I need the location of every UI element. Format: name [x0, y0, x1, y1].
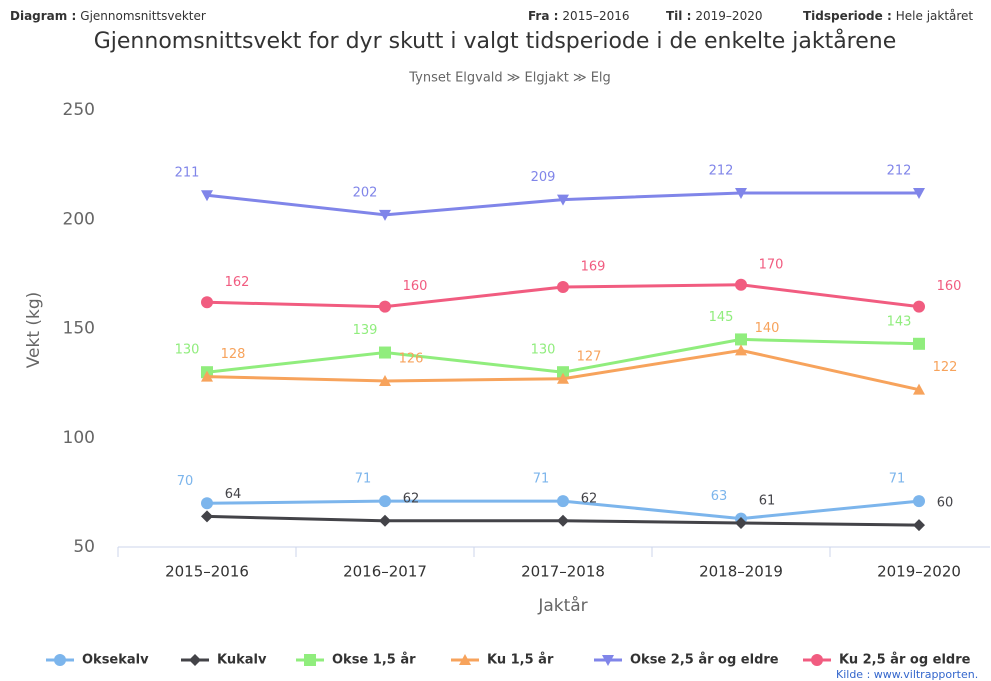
- marker: [379, 495, 391, 508]
- data-label: 71: [889, 472, 906, 487]
- data-label: 140: [755, 321, 780, 336]
- y-axis-label: Vekt (kg): [24, 292, 44, 369]
- data-label: 139: [353, 323, 378, 338]
- x-tick-label: 2015–2016: [165, 563, 249, 581]
- marker: [304, 654, 316, 666]
- marker: [379, 374, 391, 386]
- data-label: 61: [759, 493, 776, 508]
- chart-title: Gjennomsnittsvekt for dyr skutt i valgt …: [94, 28, 897, 54]
- y-tick-label: 250: [63, 100, 95, 120]
- data-label: 127: [577, 349, 602, 364]
- marker: [379, 300, 391, 313]
- marker: [557, 280, 569, 293]
- marker: [201, 370, 213, 382]
- marker: [913, 188, 925, 200]
- data-label: 64: [225, 487, 242, 502]
- legend-label: Ku 1,5 år: [487, 653, 554, 668]
- data-label: 62: [403, 491, 420, 506]
- data-label: 160: [937, 279, 962, 294]
- data-label: 122: [933, 360, 958, 375]
- marker: [913, 383, 925, 395]
- data-label: 71: [355, 472, 372, 487]
- data-label: 170: [759, 257, 784, 272]
- marker: [913, 300, 925, 313]
- header-label: Fra :: [528, 9, 558, 23]
- marker: [557, 194, 569, 206]
- marker: [735, 333, 747, 346]
- data-label: 62: [581, 491, 598, 506]
- legend-label: Okse 1,5 år: [332, 653, 416, 668]
- marker: [189, 654, 201, 666]
- marker: [735, 188, 747, 200]
- x-axis-label: Jaktår: [537, 595, 587, 616]
- data-label: 211: [175, 166, 200, 181]
- marker: [201, 190, 213, 202]
- header-value: Gjennomsnittsvekter: [80, 9, 206, 23]
- header-value: Hele jaktåret: [896, 9, 974, 23]
- marker: [557, 366, 569, 379]
- data-label: 130: [175, 343, 200, 358]
- data-label: 143: [887, 314, 912, 329]
- header-value: 2019–2020: [695, 9, 762, 23]
- header-item: Tidsperiode : Hele jaktåret: [803, 9, 973, 23]
- header-item: Fra : 2015–2016: [528, 9, 630, 23]
- marker: [913, 495, 925, 508]
- data-label: 128: [221, 347, 246, 362]
- marker: [735, 344, 747, 356]
- marker: [557, 495, 569, 508]
- marker: [735, 516, 747, 529]
- y-tick-label: 200: [63, 209, 95, 229]
- marker: [459, 654, 471, 665]
- data-label: 145: [709, 310, 734, 325]
- data-label: 63: [711, 489, 728, 504]
- marker: [54, 654, 66, 666]
- marker: [811, 654, 823, 666]
- marker: [735, 278, 747, 291]
- legend-label: Kukalv: [217, 653, 267, 668]
- data-label: 212: [887, 164, 912, 179]
- data-label: 169: [581, 259, 606, 274]
- y-tick-label: 100: [63, 428, 95, 448]
- chart-subtitle: Tynset Elgvald ≫ Elgjakt ≫ Elg: [408, 71, 611, 86]
- data-label: 60: [937, 496, 954, 511]
- x-tick-label: 2018–2019: [699, 563, 783, 581]
- marker: [602, 655, 614, 666]
- marker: [201, 497, 213, 510]
- marker: [913, 519, 925, 532]
- header-label: Til :: [666, 9, 691, 23]
- marker: [201, 510, 213, 523]
- data-label: 130: [531, 343, 556, 358]
- header-item: Til : 2019–2020: [666, 9, 762, 23]
- header-value: 2015–2016: [562, 9, 629, 23]
- data-label: 126: [399, 351, 424, 366]
- y-tick-label: 150: [63, 319, 95, 339]
- data-label: 209: [531, 170, 556, 185]
- marker: [201, 296, 213, 309]
- marker: [557, 514, 569, 527]
- data-label: 160: [403, 279, 428, 294]
- source: Kilde : www.viltrapporten.: [836, 668, 978, 681]
- legend-label: Ku 2,5 år og eldre: [839, 653, 971, 668]
- data-label: 202: [353, 185, 378, 200]
- marker: [913, 337, 925, 350]
- x-tick-label: 2016–2017: [343, 563, 427, 581]
- data-label: 70: [177, 474, 194, 489]
- marker: [379, 346, 391, 359]
- data-label: 212: [709, 164, 734, 179]
- header-item: Diagram : Gjennomsnittsvekter: [10, 9, 206, 23]
- y-tick-label: 50: [73, 537, 95, 557]
- marker: [557, 372, 569, 384]
- legend-label: Oksekalv: [82, 653, 149, 668]
- legend-label: Okse 2,5 år og eldre: [630, 653, 779, 668]
- x-tick-label: 2019–2020: [877, 563, 961, 581]
- data-label: 162: [225, 275, 250, 290]
- x-tick-label: 2017–2018: [521, 563, 605, 581]
- data-label: 71: [533, 472, 550, 487]
- header-label: Tidsperiode :: [803, 9, 892, 23]
- header-label: Diagram :: [10, 9, 76, 23]
- marker: [379, 514, 391, 527]
- marker: [379, 209, 391, 221]
